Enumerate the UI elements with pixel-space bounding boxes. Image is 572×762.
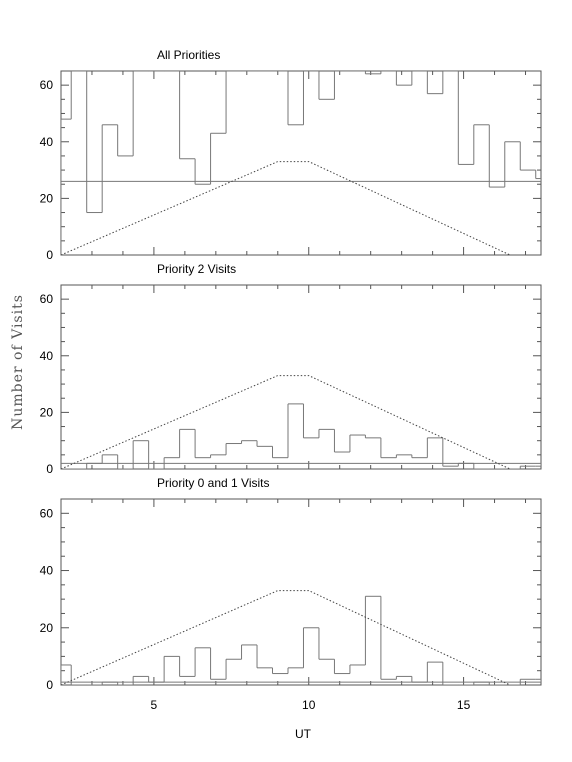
x-tick-label: 15: [457, 698, 471, 712]
limit-curve: [61, 590, 511, 685]
panel-frame: [60, 498, 542, 686]
x-tick-label: 5: [151, 698, 158, 712]
histogram-bars: [61, 590, 541, 685]
y-tick-label: 20: [40, 405, 54, 419]
panel-title: Priority 0 and 1 Visits: [157, 476, 270, 490]
y-tick-label: 20: [40, 621, 54, 635]
panel-frame: [60, 284, 542, 470]
y-tick-label: 0: [46, 462, 53, 476]
limit-curve: [61, 161, 511, 255]
panel-title: All Priorities: [157, 48, 220, 62]
y-tick-label: 60: [40, 292, 54, 306]
y-tick-label: 40: [40, 564, 54, 578]
histogram-panel-0: All Priorities 0 20 40 60: [40, 48, 542, 262]
histogram-bars: [61, 375, 541, 469]
y-tick-label: 0: [46, 678, 53, 692]
y-axis-label: Number of Visits: [10, 294, 26, 430]
panel-title: Priority 2 Visits: [157, 262, 236, 276]
y-tick-label: 0: [46, 248, 53, 262]
x-axis-label: UT: [295, 727, 312, 741]
histogram-bars: [61, 71, 541, 255]
histogram-panel-2: Priority 0 and 1 Visits 0 20 40 60 5 10 15: [40, 476, 542, 712]
y-tick-label: 40: [40, 349, 54, 363]
x-tick-label: 10: [302, 698, 316, 712]
y-tick-label: 60: [40, 78, 54, 92]
y-tick-label: 20: [40, 191, 54, 205]
y-tick-label: 40: [40, 135, 54, 149]
y-tick-label: 60: [40, 506, 54, 520]
histogram-panel-1: Priority 2 Visits 0 20 40 60: [40, 262, 542, 476]
